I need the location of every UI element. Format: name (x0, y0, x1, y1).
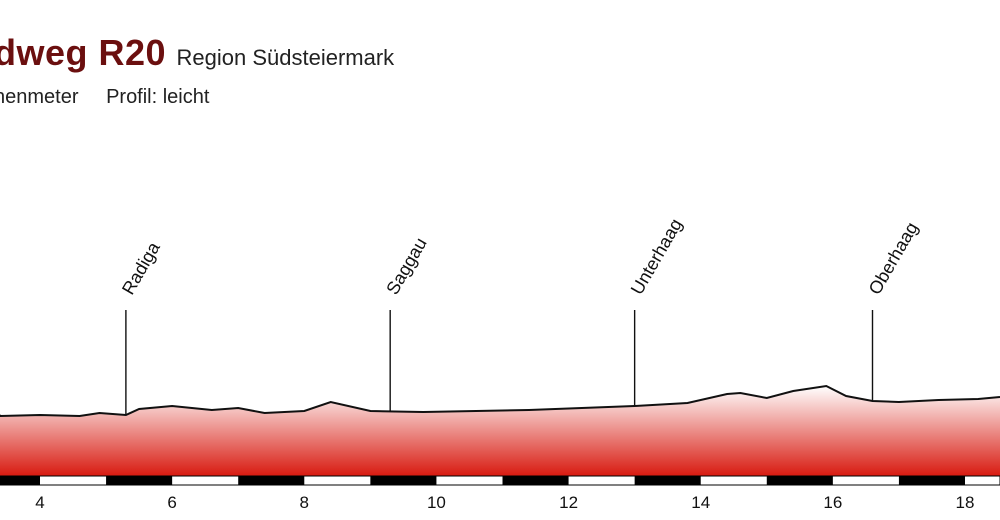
x-tick-label: 4 (35, 493, 44, 512)
chart-title: dweg R20 (0, 32, 167, 73)
elevation-unit-label: henmeter (0, 86, 79, 108)
chart-title-row: dweg R20 Region Südsteiermark (0, 32, 394, 74)
axis-bar-segment (0, 476, 40, 485)
elevation-area (0, 386, 1000, 476)
axis-bar-segment (766, 476, 833, 485)
x-tick-label: 14 (691, 493, 710, 512)
x-tick-label: 8 (300, 493, 309, 512)
profile-difficulty-label: Profil: leicht (106, 86, 210, 108)
axis-bar-segment (106, 476, 173, 485)
place-label: Radiga (118, 238, 164, 298)
chart-region-label: Region Südsteiermark (176, 45, 395, 70)
place-label: Saggau (382, 234, 430, 298)
axis-bar-segment (634, 476, 701, 485)
x-tick-label: 18 (956, 493, 975, 512)
chart-subtitle-row: henmeter Profil: leicht (0, 86, 209, 109)
x-axis: 4 6 8 10 12 14 16 18 (0, 475, 1000, 512)
axis-bar-segment (502, 476, 569, 485)
area-layer (0, 384, 1000, 476)
axis-bar-segment (898, 476, 965, 485)
x-tick-label: 12 (559, 493, 578, 512)
elevation-line (0, 384, 1000, 418)
axis-bar-segment (370, 476, 437, 485)
x-tick-label: 6 (167, 493, 176, 512)
axis-bar-segment (238, 476, 305, 485)
x-tick-label: 10 (427, 493, 446, 512)
axis-bar-frame (0, 475, 1000, 486)
place-label: Oberhaag (865, 219, 922, 298)
place-markers: Radiga Saggau Unterhaag Oberhaag (118, 215, 922, 415)
place-label: Unterhaag (627, 215, 686, 298)
x-tick-label: 16 (823, 493, 842, 512)
